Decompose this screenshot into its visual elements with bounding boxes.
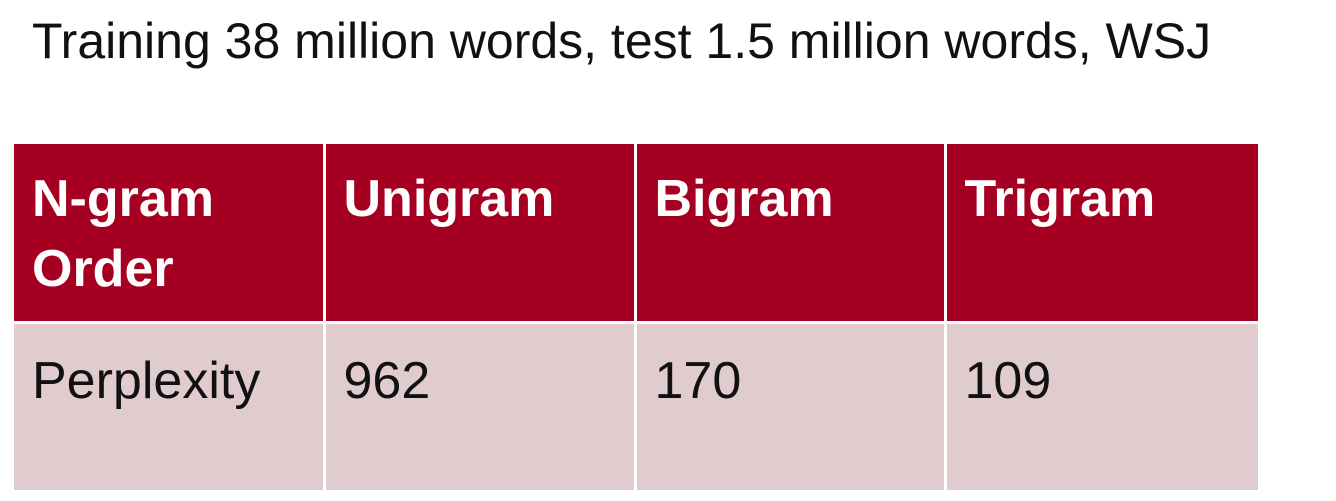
- header-cell-ngram-order: N-gram Order: [14, 144, 326, 322]
- cell-trigram-perplexity: 109: [945, 320, 1258, 490]
- page-subtitle: Training 38 million words, test 1.5 mill…: [32, 13, 1212, 69]
- perplexity-table: N-gram Order Unigram Bigram Trigram Perp…: [14, 144, 1258, 490]
- header-cell-unigram: Unigram: [324, 144, 637, 322]
- row-label-perplexity: Perplexity: [14, 320, 326, 490]
- table-body: Perplexity 962 170 109: [14, 320, 1258, 490]
- table-header-row: N-gram Order Unigram Bigram Trigram: [14, 144, 1258, 322]
- cell-bigram-perplexity: 170: [635, 320, 947, 490]
- table-row: Perplexity 962 170 109: [14, 320, 1258, 490]
- cell-unigram-perplexity: 962: [324, 320, 637, 490]
- header-cell-trigram: Trigram: [945, 144, 1258, 322]
- table-header: N-gram Order Unigram Bigram Trigram: [14, 144, 1258, 322]
- header-cell-bigram: Bigram: [635, 144, 947, 322]
